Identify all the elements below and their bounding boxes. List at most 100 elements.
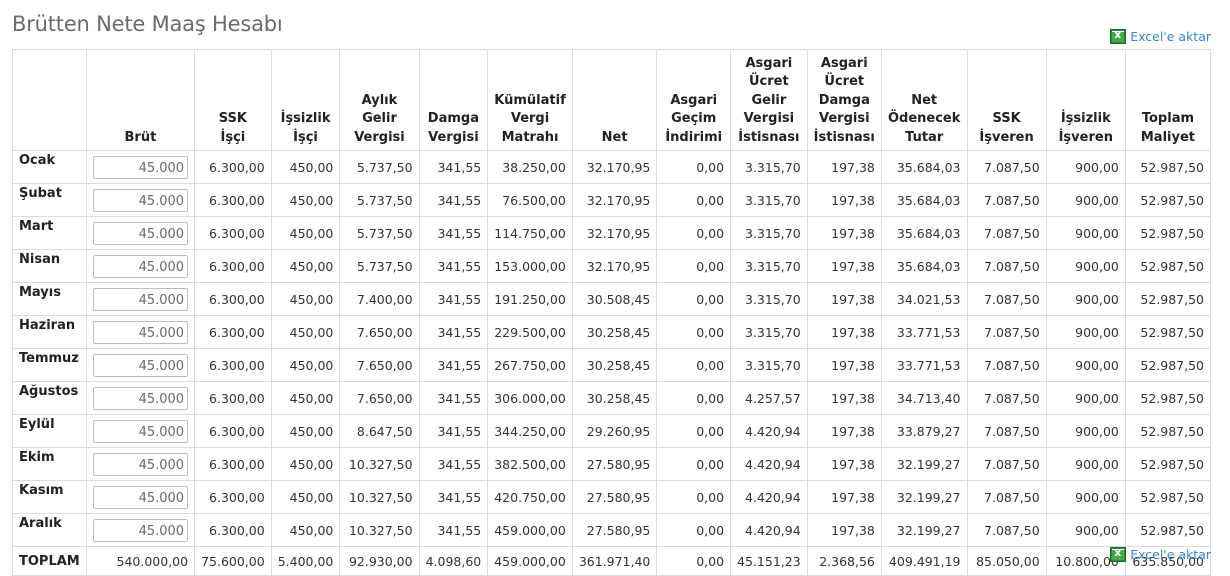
brut-input[interactable] bbox=[93, 221, 189, 245]
total-cell: 459.000,00 bbox=[487, 546, 573, 576]
table-cell: 341,55 bbox=[418, 150, 489, 184]
table-cell: 52.987,50 bbox=[1124, 414, 1212, 448]
export-excel-link[interactable]: Excel'e aktar bbox=[1110, 28, 1211, 44]
brut-cell bbox=[85, 381, 196, 415]
table-cell: 450,00 bbox=[270, 282, 341, 316]
table-cell: 0,00 bbox=[656, 183, 732, 217]
table-cell: 0,00 bbox=[656, 249, 732, 283]
month-label: Haziran bbox=[12, 315, 87, 349]
table-cell: 33.771,53 bbox=[880, 348, 968, 382]
table-cell: 341,55 bbox=[418, 381, 489, 415]
table-cell: 4.420,94 bbox=[730, 447, 808, 481]
table-cell: 900,00 bbox=[1045, 348, 1126, 382]
table-cell: 52.987,50 bbox=[1124, 216, 1212, 250]
table-cell: 6.300,00 bbox=[194, 414, 272, 448]
table-cell: 8.647,50 bbox=[339, 414, 420, 448]
brut-input[interactable] bbox=[93, 518, 189, 542]
total-row: TOPLAM 540.000,00 75.600,00 5.400,00 92.930,… bbox=[12, 546, 1212, 576]
table-cell: 52.987,50 bbox=[1124, 348, 1212, 382]
table-cell: 900,00 bbox=[1045, 150, 1126, 184]
table-cell: 450,00 bbox=[270, 414, 341, 448]
table-cell: 450,00 bbox=[270, 315, 341, 349]
table-cell: 900,00 bbox=[1045, 315, 1126, 349]
table-cell: 5.737,50 bbox=[339, 216, 420, 250]
month-label: Ekim bbox=[12, 447, 87, 481]
month-label: Mayıs bbox=[12, 282, 87, 316]
brut-input[interactable] bbox=[93, 254, 189, 278]
table-cell: 30.258,45 bbox=[571, 315, 658, 349]
table-cell: 0,00 bbox=[656, 447, 732, 481]
table-cell: 52.987,50 bbox=[1124, 150, 1212, 184]
table-cell: 0,00 bbox=[656, 480, 732, 514]
brut-input[interactable] bbox=[93, 419, 189, 443]
brut-input[interactable] bbox=[93, 320, 189, 344]
table-cell: 5.737,50 bbox=[339, 249, 420, 283]
table-cell: 4.420,94 bbox=[730, 414, 808, 448]
brut-input[interactable] bbox=[93, 386, 189, 410]
table-cell: 0,00 bbox=[656, 150, 732, 184]
table-cell: 197,38 bbox=[806, 315, 882, 349]
table-cell: 52.987,50 bbox=[1124, 480, 1212, 514]
brut-cell bbox=[85, 348, 196, 382]
column-header: Damga Vergisi bbox=[418, 49, 489, 151]
column-header: Kümülatif Vergi Matrahı bbox=[487, 49, 573, 151]
brut-cell bbox=[85, 150, 196, 184]
table-cell: 52.987,50 bbox=[1124, 381, 1212, 415]
export-excel-link-bottom[interactable]: Excel'e aktar bbox=[1110, 546, 1211, 562]
brut-input[interactable] bbox=[93, 155, 189, 179]
month-label: Eylül bbox=[12, 414, 87, 448]
total-cell: 540.000,00 bbox=[85, 546, 196, 576]
brut-input[interactable] bbox=[93, 353, 189, 377]
table-cell: 6.300,00 bbox=[194, 216, 272, 250]
table-cell: 32.170,95 bbox=[571, 216, 658, 250]
column-header: Net Ödenecek Tutar bbox=[880, 49, 968, 151]
table-cell: 450,00 bbox=[270, 183, 341, 217]
table-cell: 341,55 bbox=[418, 348, 489, 382]
table-cell: 900,00 bbox=[1045, 282, 1126, 316]
total-cell: 45.151,23 bbox=[730, 546, 808, 576]
table-cell: 197,38 bbox=[806, 414, 882, 448]
table-cell: 7.650,00 bbox=[339, 381, 420, 415]
table-header-row: Brüt SSK İşçi İşsizlik İşçi Aylık Gelir Ver… bbox=[12, 49, 1212, 151]
table-cell: 7.087,50 bbox=[966, 513, 1047, 547]
column-header: Brüt bbox=[85, 49, 196, 151]
table-cell: 52.987,50 bbox=[1124, 447, 1212, 481]
brut-cell bbox=[85, 513, 196, 547]
column-header: SSK İşçi bbox=[194, 49, 272, 151]
table-cell: 7.087,50 bbox=[966, 183, 1047, 217]
table-cell: 197,38 bbox=[806, 348, 882, 382]
table-cell: 34.021,53 bbox=[880, 282, 968, 316]
brut-input[interactable] bbox=[93, 188, 189, 212]
table-cell: 32.199,27 bbox=[880, 447, 968, 481]
table-cell: 7.087,50 bbox=[966, 480, 1047, 514]
table-cell: 197,38 bbox=[806, 249, 882, 283]
table-cell: 33.771,53 bbox=[880, 315, 968, 349]
brut-input[interactable] bbox=[93, 287, 189, 311]
table-cell: 3.315,70 bbox=[730, 183, 808, 217]
table-cell: 341,55 bbox=[418, 216, 489, 250]
table-cell: 0,00 bbox=[656, 315, 732, 349]
table-cell: 6.300,00 bbox=[194, 315, 272, 349]
table-cell: 114.750,00 bbox=[487, 216, 573, 250]
month-label: Ocak bbox=[12, 150, 87, 184]
brut-cell bbox=[85, 414, 196, 448]
table-cell: 197,38 bbox=[806, 216, 882, 250]
brut-input[interactable] bbox=[93, 452, 189, 476]
column-header: Asgari Geçim İndirimi bbox=[656, 49, 732, 151]
table-cell: 341,55 bbox=[418, 183, 489, 217]
table-cell: 191.250,00 bbox=[487, 282, 573, 316]
table-cell: 6.300,00 bbox=[194, 183, 272, 217]
excel-icon bbox=[1110, 28, 1127, 44]
table-cell: 3.315,70 bbox=[730, 150, 808, 184]
total-cell: 0,00 bbox=[656, 546, 732, 576]
table-cell: 7.087,50 bbox=[966, 249, 1047, 283]
table-cell: 4.420,94 bbox=[730, 480, 808, 514]
table-cell: 10.327,50 bbox=[339, 480, 420, 514]
table-cell: 341,55 bbox=[418, 513, 489, 547]
total-cell: 5.400,00 bbox=[270, 546, 341, 576]
table-cell: 52.987,50 bbox=[1124, 282, 1212, 316]
brut-cell bbox=[85, 183, 196, 217]
table-cell: 7.087,50 bbox=[966, 216, 1047, 250]
column-header: İşsizlik İşçi bbox=[270, 49, 341, 151]
brut-input[interactable] bbox=[93, 485, 189, 509]
